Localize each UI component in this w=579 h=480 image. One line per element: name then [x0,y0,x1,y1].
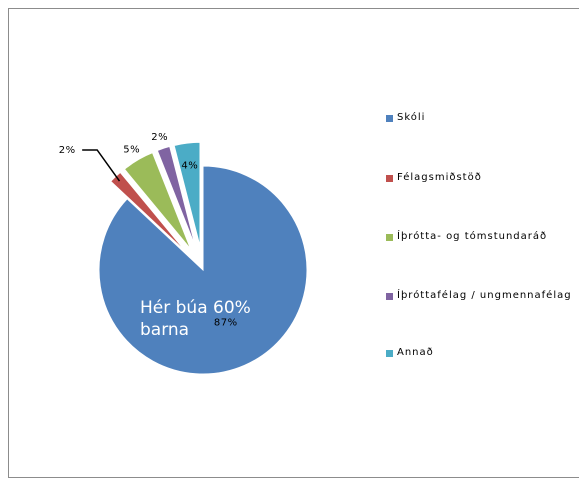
legend-label: Annað [397,347,434,358]
pie-slice [173,141,201,247]
legend-label: Íþróttafélag / ungmennafélag [397,290,572,301]
legend-swatch [386,175,393,182]
annotation: Hér búa 60% barna [140,298,251,340]
legend-swatch [386,350,393,357]
data-label: 87% [214,317,238,328]
legend-swatch [386,234,393,241]
data-label: 2% [59,145,76,156]
pie-slice [98,165,308,375]
pie-slice [123,151,192,250]
legend-label: Félagsmiðstöð [397,172,482,183]
data-label: 2% [151,132,168,143]
pie-slice [110,171,187,253]
pie-slice [156,145,197,248]
leader-line [82,149,121,182]
legend-label: Skóli [397,112,426,123]
data-label: 4% [181,161,198,172]
legend-swatch [386,115,393,122]
data-label: 5% [123,144,140,155]
frame [8,8,579,478]
legend-swatch [386,293,393,300]
legend-label: Íþrótta- og tómstundaráð [397,231,548,242]
